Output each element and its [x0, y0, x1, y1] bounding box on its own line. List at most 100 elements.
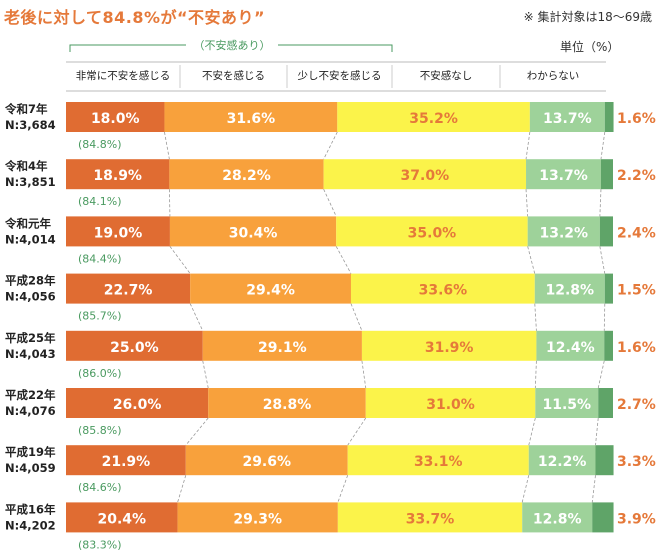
- bar-unknown: [600, 159, 613, 190]
- bar-anxious: [190, 273, 351, 304]
- connector-line: [189, 303, 204, 331]
- data-label-slightly-anxious: 31.0%: [426, 397, 475, 413]
- bar-unknown: [599, 216, 613, 247]
- connector-line: [591, 475, 596, 503]
- connector-line: [534, 360, 537, 389]
- connector-line: [595, 417, 599, 446]
- row-label-n: N:3,851: [5, 175, 56, 189]
- data-label-very-anxious: 19.0%: [94, 225, 143, 241]
- connector-line: [323, 131, 338, 160]
- data-label-slightly-anxious: 35.2%: [409, 111, 458, 127]
- data-label-slightly-anxious: 35.0%: [408, 225, 457, 241]
- bar-not-anxious: [535, 388, 599, 418]
- data-label-unknown: 3.9%: [617, 511, 656, 527]
- unit-label: 単位（%）: [560, 40, 620, 54]
- anxious-total: (83.3%): [78, 538, 122, 550]
- data-label-not-anxious: 12.2%: [538, 454, 587, 470]
- row-label-n: N:4,014: [5, 232, 56, 246]
- bar-very-anxious: [66, 502, 178, 533]
- row-label-n: N:4,059: [5, 461, 56, 475]
- data-label-slightly-anxious: 33.7%: [406, 511, 455, 527]
- data-label-slightly-anxious: 37.0%: [401, 168, 450, 184]
- connector-line: [599, 189, 602, 217]
- data-label-not-anxious: 13.7%: [543, 111, 592, 127]
- row-label-era: 平成22年: [5, 388, 56, 402]
- data-label-unknown: 2.7%: [617, 397, 656, 413]
- data-label-unknown: 1.6%: [617, 340, 656, 356]
- data-label-very-anxious: 22.7%: [104, 283, 153, 299]
- bar-unknown: [604, 102, 614, 132]
- bar-slightly-anxious: [350, 273, 535, 304]
- connector-line: [168, 189, 171, 217]
- bar-slightly-anxious: [337, 502, 523, 533]
- anxious-total: (84.4%): [78, 252, 122, 265]
- data-label-anxious: 29.4%: [246, 283, 295, 299]
- data-label-anxious: 29.3%: [233, 511, 282, 527]
- connector-line: [185, 417, 209, 446]
- bar-not-anxious: [522, 502, 593, 533]
- connector-line: [164, 131, 170, 160]
- bar-anxious: [169, 216, 337, 247]
- bar-anxious: [164, 102, 338, 132]
- anxious-total: (85.8%): [78, 424, 122, 437]
- connector-line: [177, 475, 187, 503]
- bar-very-anxious: [66, 445, 186, 476]
- anxious-total: (86.0%): [78, 367, 122, 380]
- bar-anxious: [169, 159, 324, 190]
- bar-very-anxious: [66, 388, 209, 418]
- connector-line: [323, 189, 337, 217]
- connector-line: [202, 360, 209, 389]
- data-label-not-anxious: 12.8%: [533, 511, 582, 527]
- data-label-very-anxious: 18.0%: [91, 111, 140, 127]
- connector-line: [525, 131, 531, 160]
- connector-line: [528, 417, 536, 446]
- data-label-not-anxious: 11.5%: [542, 397, 591, 413]
- data-label-anxious: 29.6%: [242, 454, 291, 470]
- legend-unknown: わからない: [527, 70, 580, 82]
- bar-not-anxious: [529, 102, 605, 132]
- bar-not-anxious: [527, 216, 600, 247]
- row-label-n: N:4,202: [5, 518, 56, 532]
- bar-very-anxious: [66, 102, 165, 132]
- data-label-anxious: 28.8%: [263, 397, 312, 413]
- row-label-n: N:4,056: [5, 290, 56, 304]
- bar-slightly-anxious: [347, 445, 529, 476]
- bar-unknown: [595, 445, 614, 476]
- row-label-era: 平成19年: [5, 445, 56, 459]
- connector-line: [350, 303, 363, 331]
- bracket-label: （不安感あり）: [194, 38, 271, 52]
- bar-anxious: [185, 445, 348, 476]
- data-label-unknown: 1.6%: [617, 111, 656, 127]
- connector-line: [534, 303, 537, 331]
- connector-line: [337, 475, 349, 503]
- bar-unknown: [592, 502, 614, 533]
- bar-anxious: [177, 502, 338, 533]
- data-label-unknown: 2.2%: [617, 168, 656, 184]
- data-label-very-anxious: 21.9%: [102, 454, 151, 470]
- row-label-era: 令和元年: [4, 216, 51, 230]
- data-label-not-anxious: 13.2%: [539, 225, 588, 241]
- data-label-unknown: 3.3%: [617, 454, 656, 470]
- connector-line: [347, 417, 367, 446]
- chart-title: 老後に対して84.8%が“不安あり”: [4, 8, 266, 27]
- bar-unknown: [604, 273, 613, 304]
- data-label-anxious: 28.2%: [222, 168, 271, 184]
- age-range-note: ※ 集計対象は18～69歳: [523, 10, 652, 24]
- anxious-total: (85.7%): [78, 310, 122, 323]
- data-label-unknown: 1.5%: [617, 283, 656, 299]
- row-label-era: 平成28年: [5, 274, 56, 288]
- legend-very-anxious: 非常に不安を感じる: [76, 69, 171, 82]
- data-label-slightly-anxious: 33.1%: [414, 454, 463, 470]
- data-label-very-anxious: 25.0%: [110, 340, 159, 356]
- connector-line: [599, 246, 606, 274]
- bar-not-anxious: [526, 159, 601, 190]
- data-label-anxious: 29.1%: [258, 340, 307, 356]
- bar-slightly-anxious: [337, 102, 530, 132]
- row-label-era: 平成25年: [5, 331, 56, 345]
- bar-unknown: [604, 330, 613, 361]
- connector-line: [361, 360, 367, 389]
- data-label-unknown: 2.4%: [617, 225, 656, 241]
- row-label-era: 令和7年: [4, 102, 48, 116]
- bar-very-anxious: [66, 216, 170, 247]
- data-label-slightly-anxious: 31.9%: [425, 340, 474, 356]
